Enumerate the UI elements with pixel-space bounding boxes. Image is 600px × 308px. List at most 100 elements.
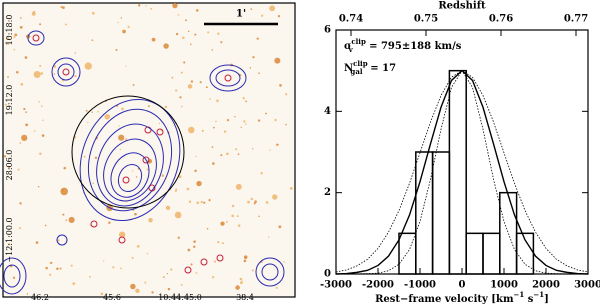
speckle <box>223 130 227 133</box>
top-axis-title: Redshift <box>438 1 486 12</box>
speckle <box>205 86 208 89</box>
speckle <box>256 37 259 40</box>
speckle <box>226 152 229 156</box>
speckle <box>187 248 191 252</box>
speckle <box>64 23 67 26</box>
speckle <box>163 43 169 49</box>
speckle <box>4 103 7 106</box>
contour <box>56 234 68 246</box>
speckle <box>136 245 140 248</box>
speckle <box>135 176 138 178</box>
annotation: Nclip gal = 17 <box>344 59 396 76</box>
speckle <box>151 291 154 294</box>
speckle <box>174 190 177 193</box>
speckle <box>245 123 247 125</box>
contours <box>0 30 285 295</box>
speckle <box>19 25 23 29</box>
speckle <box>190 80 194 83</box>
x-tick-label: -3000 <box>320 280 352 291</box>
speckle <box>190 263 193 266</box>
speckle <box>195 9 199 12</box>
speckle <box>74 52 76 54</box>
speckle <box>70 264 73 267</box>
speckle <box>226 118 230 122</box>
speckle <box>135 288 140 294</box>
speckle <box>62 6 65 9</box>
speckle <box>245 100 247 103</box>
scale-label: 1' <box>236 9 246 20</box>
speckle <box>185 19 187 22</box>
contour <box>57 63 75 81</box>
x-axis-title-part: ] <box>544 294 549 305</box>
contour <box>209 64 247 92</box>
galaxy-marker <box>90 220 98 228</box>
speckle <box>14 33 18 37</box>
speckle <box>119 148 122 151</box>
speckle <box>122 29 126 34</box>
speckle <box>195 272 198 274</box>
speckle <box>39 152 42 156</box>
speckle <box>100 292 104 296</box>
speckle <box>134 212 137 216</box>
ra-label: 38.4 <box>236 293 254 302</box>
speckle <box>212 275 215 279</box>
annotation-text: = 795±188 km/s <box>366 41 462 52</box>
speckle <box>216 99 219 103</box>
speckle <box>211 49 214 51</box>
speckle <box>222 242 224 244</box>
speckle <box>127 25 130 28</box>
speckle <box>180 105 183 108</box>
speckle <box>97 110 99 113</box>
speckle <box>158 122 161 125</box>
dec-label: 28:06.0 <box>5 150 14 181</box>
speckle <box>175 188 177 191</box>
speckle <box>91 39 94 42</box>
y-tick-label: 6 <box>324 25 331 36</box>
speckle <box>217 32 220 35</box>
contour <box>215 69 241 87</box>
x2-tick-label: 0.75 <box>414 14 438 25</box>
galaxy-marker <box>62 68 70 76</box>
y-tick-label: 2 <box>324 187 331 198</box>
speckle <box>17 168 20 171</box>
annotation-symbol: N <box>344 63 353 74</box>
speckle <box>41 134 45 137</box>
speckle <box>196 201 200 205</box>
speckle <box>194 33 197 36</box>
speckle <box>235 285 240 290</box>
speckle <box>150 7 153 10</box>
speckle <box>188 200 192 203</box>
image-frame <box>2 2 296 298</box>
speckle <box>65 219 68 222</box>
speckle <box>201 130 204 132</box>
speckle <box>21 134 28 142</box>
speckle <box>194 169 197 173</box>
speckle <box>182 36 185 40</box>
speckle <box>144 281 147 284</box>
speckle <box>211 146 214 148</box>
speckle <box>53 73 56 75</box>
speckle <box>209 98 211 100</box>
speckle <box>269 149 271 151</box>
speckle <box>68 216 75 223</box>
galaxy-marker <box>224 74 232 82</box>
histogram-bar <box>515 232 535 275</box>
speckle <box>180 71 183 74</box>
speckle <box>125 65 127 67</box>
speckle <box>94 156 98 159</box>
speckle <box>146 252 149 255</box>
speckle <box>49 273 52 276</box>
speckle <box>74 75 77 78</box>
contour <box>0 257 27 295</box>
x2-tick-label: 0.74 <box>339 14 363 25</box>
ra-label: 10:44:45.0 <box>158 293 202 302</box>
speckle <box>7 243 11 246</box>
speckle <box>39 23 42 26</box>
speckle <box>269 5 276 12</box>
x-tick-label: 3000 <box>574 280 600 291</box>
speckle <box>60 187 68 196</box>
speckle <box>13 48 16 51</box>
histogram-bar <box>482 232 501 275</box>
speckle <box>285 93 288 96</box>
speckle <box>35 241 39 244</box>
